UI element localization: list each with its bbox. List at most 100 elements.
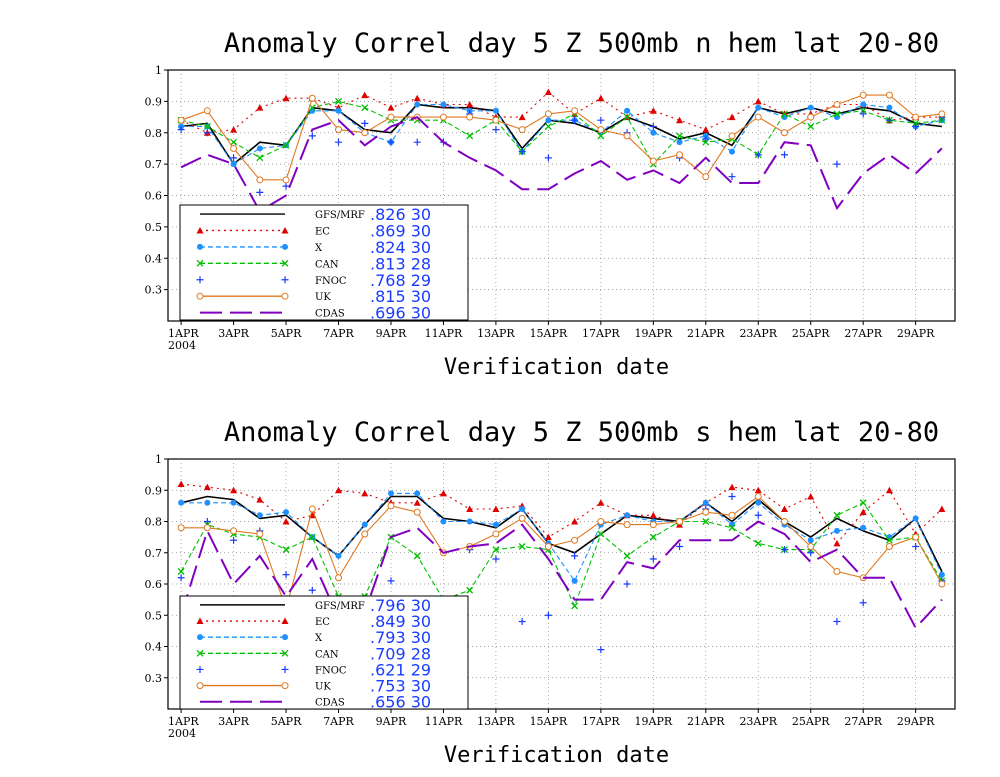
data-point [780, 518, 788, 525]
legend-stat: .869 30 [370, 221, 431, 240]
series-cdas [180, 520, 943, 630]
data-point [361, 489, 369, 497]
data-point [466, 586, 474, 594]
x-tick-label: 29APR [897, 715, 935, 728]
data-point [466, 132, 474, 140]
data-point [256, 496, 264, 503]
data-point [308, 586, 316, 594]
legend-marker [281, 259, 289, 267]
x-tick-label: 21APR [687, 715, 725, 728]
data-point [729, 521, 736, 528]
data-point [754, 151, 762, 159]
data-point [571, 602, 579, 610]
series-cdas [180, 115, 943, 213]
data-point [544, 611, 552, 619]
data-point [203, 524, 211, 532]
y-tick-label: 0.6 [145, 578, 163, 591]
legend-stat: .796 30 [370, 596, 431, 615]
data-point [518, 148, 526, 156]
data-point [203, 483, 211, 491]
data-point [754, 511, 762, 519]
legend-stat: .656 30 [370, 693, 431, 712]
data-point [177, 524, 185, 532]
data-point [361, 129, 369, 137]
series-line [180, 502, 943, 608]
data-point [361, 119, 369, 127]
x-tick-label: 5APR [271, 715, 302, 728]
data-point [597, 126, 605, 134]
data-point [544, 123, 552, 130]
y-tick-label: 0.7 [145, 547, 163, 560]
data-point [282, 94, 290, 102]
y-tick-label: 0.4 [145, 252, 163, 265]
x-tick-label: 3APR [218, 327, 249, 340]
data-point [413, 508, 421, 516]
legend-entry: X .793 30 [197, 628, 431, 647]
data-point [833, 568, 841, 575]
data-point [702, 126, 710, 133]
legend-entry: EC .849 30 [196, 612, 431, 631]
y-tick-label: 0.5 [145, 609, 163, 622]
data-point [414, 490, 421, 497]
data-point [807, 493, 815, 500]
legend-stat: .815 30 [370, 287, 431, 306]
y-tick-label: 0.5 [145, 221, 163, 234]
data-point [466, 505, 474, 512]
legend-stat: .849 30 [370, 612, 431, 631]
y-tick-label: 0.8 [145, 516, 163, 529]
data-point [938, 580, 946, 588]
x-tick-label: 23APR [739, 327, 777, 340]
y-tick-label: 0.3 [145, 672, 163, 685]
data-point [492, 116, 500, 124]
x-tick-label: 17APR [582, 715, 620, 728]
data-point [282, 546, 290, 554]
data-point [335, 107, 342, 114]
data-point [545, 117, 552, 124]
data-point [177, 116, 185, 124]
legend-stat: .709 28 [370, 644, 431, 663]
data-point [282, 141, 290, 149]
data-point [728, 511, 736, 519]
x-tick-label: 27APR [844, 715, 882, 728]
data-point [203, 107, 211, 115]
x-tick-label: 7APR [323, 327, 354, 340]
data-point [230, 154, 238, 162]
data-point [912, 515, 919, 522]
data-point [859, 508, 867, 516]
data-point [833, 539, 841, 547]
data-point [203, 518, 211, 525]
data-point [728, 113, 736, 121]
legend-marker [281, 682, 289, 690]
legend-entry: UK .753 30 [196, 677, 431, 696]
data-point [439, 113, 447, 121]
data-point [361, 521, 368, 528]
data-point [571, 536, 579, 544]
legend-stat: .696 30 [370, 304, 431, 323]
x-tick-label: 11APR [425, 327, 463, 340]
legend-label: CDAS [315, 309, 345, 320]
legend-label: FNOC [315, 276, 347, 287]
data-point [754, 493, 762, 500]
x-tick-label: 1APR [168, 715, 199, 728]
legend-marker [281, 276, 289, 284]
data-point [466, 113, 474, 121]
data-point [885, 543, 893, 550]
data-point [518, 113, 526, 121]
data-point [728, 132, 736, 140]
data-point [728, 173, 736, 181]
data-point [912, 533, 920, 541]
x-tick-label: 5APR [271, 327, 302, 340]
x-tick-label: 3APR [218, 715, 249, 728]
data-point [859, 110, 867, 118]
data-point [728, 483, 736, 491]
legend-marker [282, 634, 288, 641]
data-point [597, 499, 605, 506]
data-point [597, 132, 605, 140]
data-point [597, 116, 605, 124]
legend: GFS/MRF .796 30 EC .849 30 X .793 30 CAN .709 2… [179, 595, 469, 712]
data-point [807, 549, 815, 557]
data-point [912, 113, 920, 121]
data-point [597, 94, 605, 102]
data-point [885, 486, 893, 494]
data-point [387, 577, 395, 585]
